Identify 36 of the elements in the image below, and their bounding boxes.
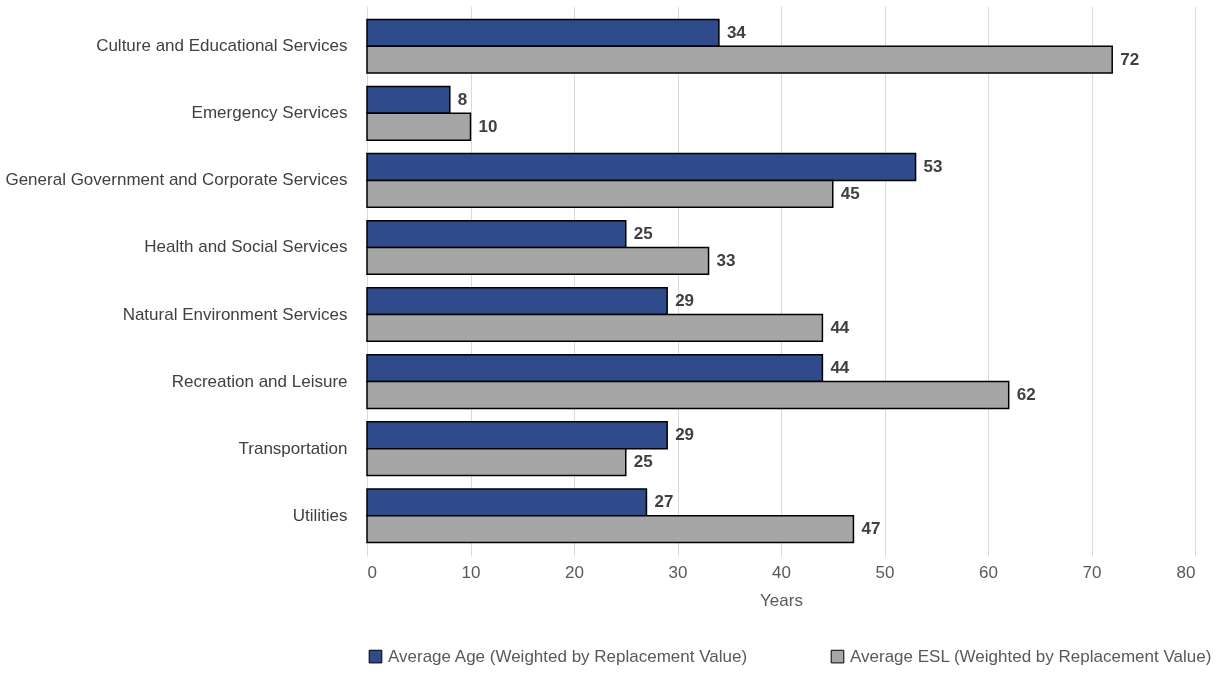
x-tick-label: 50 bbox=[875, 562, 895, 582]
data-label: 10 bbox=[478, 116, 498, 136]
x-tick-label: 80 bbox=[1176, 562, 1196, 582]
data-label: 29 bbox=[675, 425, 695, 445]
data-label: 53 bbox=[923, 156, 943, 176]
data-label: 62 bbox=[1016, 385, 1036, 405]
x-tick-label: 30 bbox=[668, 562, 688, 582]
data-label: 29 bbox=[675, 291, 695, 311]
y-tick-label: General Government and Corporate Services bbox=[5, 170, 348, 190]
x-tick-label: 70 bbox=[1082, 562, 1102, 582]
y-tick-label: Emergency Services bbox=[191, 103, 348, 123]
x-tick-label: 40 bbox=[772, 562, 791, 582]
x-tick-label: 60 bbox=[979, 562, 998, 582]
legend-label: Average Age (Weighted by Replacement Value) bbox=[388, 646, 748, 666]
y-tick-label: Transportation bbox=[238, 438, 348, 458]
data-label: 33 bbox=[716, 250, 736, 270]
x-tick-label: 10 bbox=[461, 562, 481, 582]
data-label: 34 bbox=[726, 22, 747, 42]
y-tick-label: Health and Social Services bbox=[144, 237, 348, 257]
x-tick-label: 0 bbox=[367, 562, 377, 582]
data-label: 8 bbox=[457, 89, 468, 109]
data-label: 44 bbox=[830, 358, 850, 378]
y-tick-label: Natural Environment Services bbox=[122, 304, 348, 324]
data-label: 72 bbox=[1120, 49, 1140, 69]
data-label: 47 bbox=[861, 519, 881, 539]
data-label: 25 bbox=[633, 224, 653, 244]
data-label: 25 bbox=[633, 452, 653, 472]
legend-label: Average ESL (Weighted by Replacement Value) bbox=[850, 646, 1212, 666]
x-axis-title: Years bbox=[760, 590, 803, 610]
x-tick-label: 20 bbox=[565, 562, 584, 582]
y-tick-label: Recreation and Leisure bbox=[171, 371, 348, 391]
data-label: 27 bbox=[654, 492, 674, 512]
y-tick-label: Utilities bbox=[292, 505, 348, 525]
y-tick-label: Culture and Educational Services bbox=[96, 36, 348, 56]
data-label: 45 bbox=[840, 183, 860, 203]
data-label: 44 bbox=[830, 317, 850, 337]
